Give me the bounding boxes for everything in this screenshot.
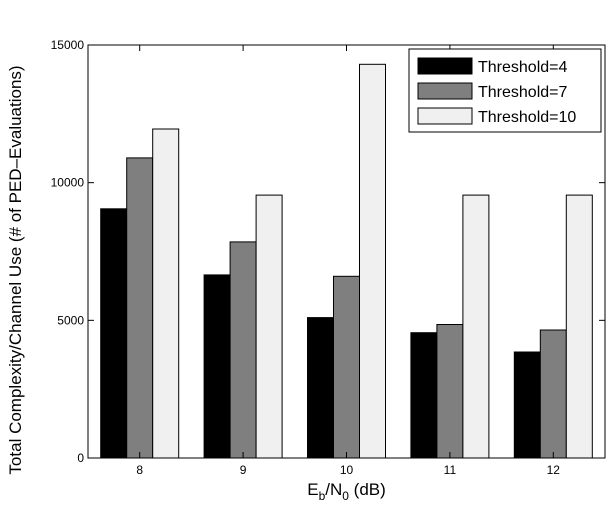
x-axis-label-main: E <box>307 480 318 499</box>
x-axis-label-suffix: (dB) <box>349 480 386 499</box>
bar-12-series-1 <box>513 351 541 459</box>
bar-11-series-3 <box>462 194 490 459</box>
x-tick-label: 10 <box>340 463 354 477</box>
bar-9-series-2 <box>229 241 257 459</box>
legend: Threshold=4 Threshold=7 Threshold=10 <box>408 48 602 133</box>
bar-11-series-2 <box>436 324 464 459</box>
bars-group <box>100 63 593 459</box>
y-axis-label: Total Complexity/Channel Use (# of PED–E… <box>6 65 25 474</box>
bar-10-series-2 <box>333 275 360 459</box>
legend-label-3: Threshold=10 <box>478 109 576 126</box>
y-tick-label: 5000 <box>57 313 84 327</box>
legend-swatch-1 <box>417 57 473 75</box>
x-tick-label: 12 <box>547 463 561 477</box>
x-axis-label-sub1: b <box>319 489 326 503</box>
bar-8-series-2 <box>126 157 154 459</box>
x-axis-label: Eb/N0 (dB) <box>307 480 386 503</box>
bar-9-series-1 <box>203 274 231 459</box>
bar-8-series-1 <box>100 208 128 459</box>
bar-12-series-3 <box>565 194 593 459</box>
x-axis-label-mid: /N <box>325 480 342 499</box>
x-axis-label-sub2: 0 <box>342 489 349 503</box>
bar-10-series-3 <box>359 63 386 459</box>
bar-11-series-1 <box>410 332 438 459</box>
bar-9-series-3 <box>255 194 283 459</box>
legend-swatch-2 <box>417 82 473 100</box>
bar-8-series-3 <box>152 128 180 459</box>
y-axis-ticks: 0 5000 10000 15000 <box>51 38 605 465</box>
x-tick-label: 9 <box>240 463 247 477</box>
legend-label-2: Threshold=7 <box>478 84 567 101</box>
legend-swatch-3 <box>417 107 473 125</box>
x-tick-label: 11 <box>444 463 457 477</box>
y-tick-label: 10000 <box>51 176 85 190</box>
y-tick-label: 0 <box>77 451 84 465</box>
x-axis-ticks: 8 9 10 11 12 <box>136 45 560 477</box>
x-tick-label: 8 <box>136 463 143 477</box>
y-tick-label: 15000 <box>51 38 85 52</box>
bar-10-series-1 <box>307 317 334 459</box>
bar-12-series-2 <box>539 329 567 459</box>
legend-label-1: Threshold=4 <box>478 59 567 76</box>
